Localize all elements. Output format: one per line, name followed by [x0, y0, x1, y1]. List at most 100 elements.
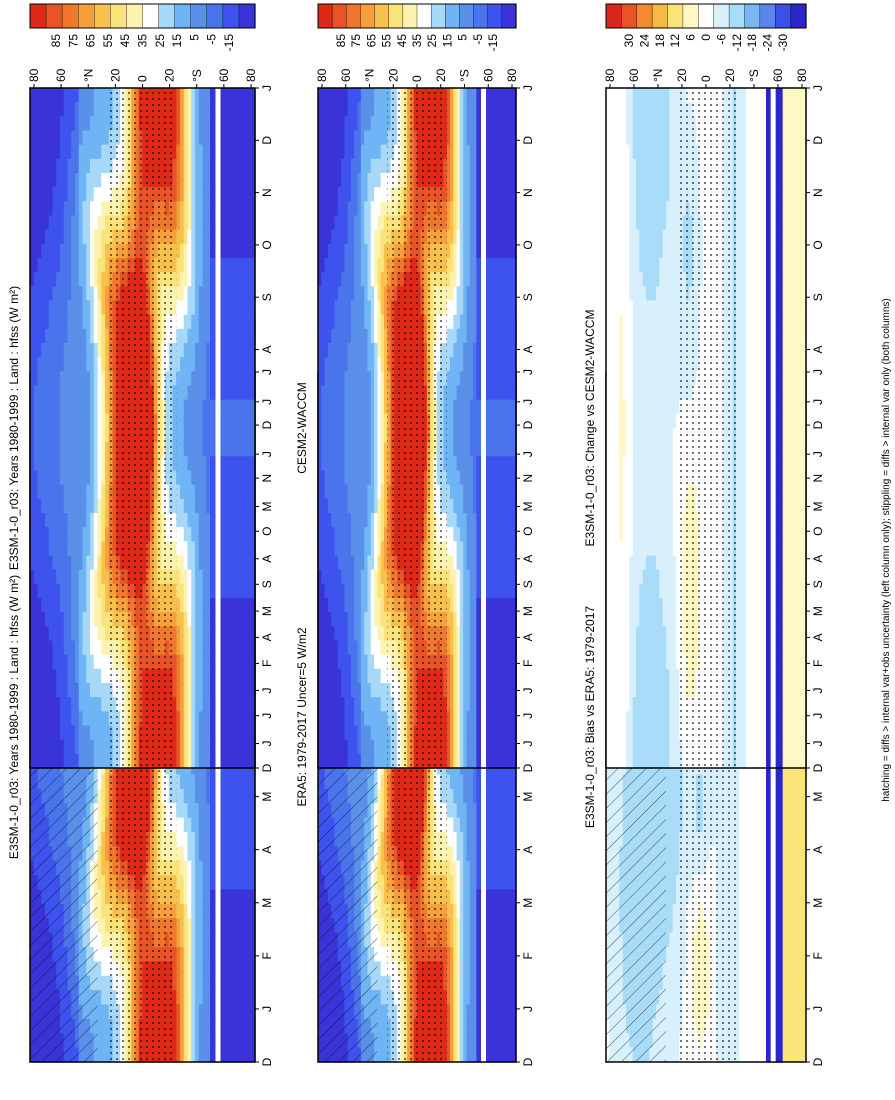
heat-cell [63, 428, 69, 443]
heat-cell [86, 498, 91, 514]
heat-cell [97, 1004, 102, 1020]
heat-cell [37, 144, 42, 160]
heat-cell [240, 413, 245, 429]
heat-cell [82, 498, 87, 514]
heat-cell [97, 272, 102, 287]
heat-cell [251, 875, 256, 891]
heat-cell [48, 300, 54, 316]
heat-cell [187, 258, 192, 273]
heat-cell [97, 803, 102, 819]
heat-cell [56, 470, 61, 486]
heat-cell [210, 300, 215, 316]
heat-cell [60, 343, 65, 358]
heat-cell [86, 456, 91, 472]
heat-cell [243, 371, 249, 387]
heat-cell [195, 961, 200, 977]
heat-cell [206, 88, 211, 103]
heat-cell [33, 187, 39, 202]
heat-cell [232, 413, 237, 429]
heat-cell [221, 541, 226, 557]
heat-cell [67, 272, 72, 287]
heat-cell [75, 158, 80, 174]
heat-cell [191, 328, 196, 344]
heat-cell [228, 961, 234, 977]
heat-cell [247, 541, 252, 557]
heat-cell [37, 541, 42, 557]
heat-cell [93, 300, 99, 316]
heat-cell [180, 541, 185, 557]
heat-cell [187, 130, 192, 146]
heat-cell [41, 513, 46, 528]
heat-cell [33, 328, 39, 344]
heat-cell [210, 413, 215, 429]
heat-cell [210, 961, 215, 977]
heat-cell [75, 498, 80, 514]
month-tick-label: O [260, 527, 274, 536]
heat-cell [56, 130, 61, 146]
heat-cell [232, 990, 237, 1006]
heat-cell [198, 498, 204, 514]
heat-cell [198, 932, 204, 948]
heat-cell [202, 932, 207, 948]
heat-cell [195, 88, 200, 103]
heat-cell [97, 243, 102, 259]
heat-cell [247, 947, 252, 962]
heat-cell [221, 832, 226, 847]
heat-cell [183, 456, 189, 472]
heat-cell [236, 1004, 241, 1020]
heat-cell [90, 201, 95, 217]
heat-cell [45, 102, 50, 117]
heat-cell [101, 328, 106, 344]
heat-cell [251, 215, 256, 231]
heat-cell [105, 201, 110, 217]
heat-cell [86, 243, 91, 259]
heat-cell [247, 961, 252, 977]
heat-cell [37, 229, 42, 245]
heat-cell [101, 413, 106, 429]
heat-cell [206, 130, 211, 146]
heat-cell [75, 215, 80, 231]
heat-cell [240, 498, 245, 514]
heat-cell [176, 990, 181, 1006]
heat-cell [202, 286, 207, 302]
heat-cell [240, 243, 245, 259]
heat-cell [232, 399, 237, 415]
heat-cell [45, 229, 50, 245]
heat-cell [30, 229, 35, 245]
heat-cell [45, 130, 50, 146]
heat-cell [228, 788, 234, 804]
heat-cell [251, 258, 256, 273]
heat-cell [78, 314, 84, 330]
heat-cell [225, 527, 230, 542]
heat-cell [45, 158, 50, 174]
heat-cell [78, 130, 84, 146]
heat-cell [93, 116, 99, 132]
heat-cell [251, 903, 256, 919]
heat-cell [71, 527, 76, 542]
heat-cell [247, 158, 252, 174]
heat-cell [240, 456, 245, 472]
heat-cell [56, 88, 61, 103]
heat-cell [52, 484, 57, 500]
heat-cell [228, 470, 234, 486]
heat-cell [75, 144, 80, 160]
heat-cell [75, 201, 80, 217]
heat-cell [191, 456, 196, 472]
heat-cell [195, 343, 200, 358]
heat-cell [180, 258, 185, 273]
heat-cell [187, 158, 192, 174]
heat-cell [105, 456, 110, 472]
heat-cell [187, 88, 192, 103]
heat-cell [97, 484, 102, 500]
heat-cell [176, 102, 181, 117]
heat-cell [202, 300, 207, 316]
heat-cell [71, 88, 76, 103]
heat-cell [247, 116, 252, 132]
heat-cell [206, 947, 211, 962]
heat-cell [97, 442, 102, 457]
heat-cell [101, 975, 106, 991]
heat-cell [60, 413, 65, 429]
heat-cell [225, 817, 230, 833]
heat-cell [195, 158, 200, 174]
heat-cell [37, 385, 42, 401]
